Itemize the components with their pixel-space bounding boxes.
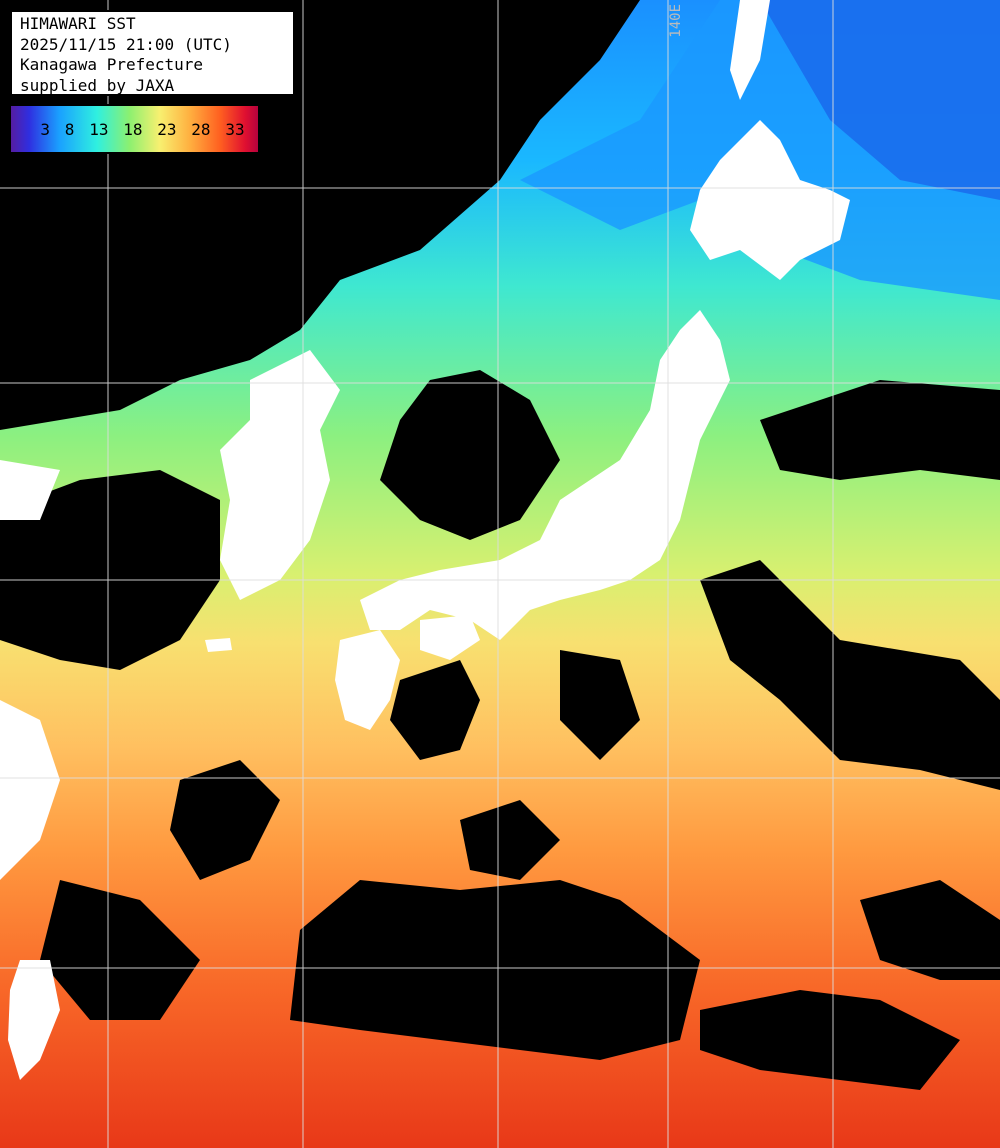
colorbar-tick: 33	[225, 119, 245, 139]
region-label: Kanagawa Prefecture	[20, 55, 204, 74]
shikoku	[420, 615, 480, 660]
longitude-label: 140E	[668, 4, 684, 38]
china-coast-south	[0, 700, 60, 880]
korea	[220, 350, 340, 600]
kyushu	[335, 630, 400, 730]
colorbar-tick: 8	[64, 119, 75, 139]
colorbar-tick: 18	[123, 119, 143, 139]
coldest-water-region	[760, 0, 1000, 200]
colorbar-tick: 13	[89, 119, 109, 139]
colorbar-gradient	[9, 104, 260, 154]
source-credit: supplied by JAXA	[20, 75, 175, 95]
hokkaido	[690, 120, 850, 280]
cloud-mask	[0, 0, 1000, 1090]
sakhalin	[730, 0, 770, 100]
honshu	[360, 310, 730, 640]
china-coast	[0, 460, 60, 520]
colorbar-tick: 3	[40, 119, 51, 139]
landmass	[0, 0, 850, 1080]
map-info-box: HIMAWARI SST 2025/11/15 21:00 (UTC) Kana…	[10, 10, 295, 96]
timestamp: 2025/11/15 21:00 (UTC)	[20, 34, 232, 54]
colorbar-legend: 3 8 13 18 23 28 33	[9, 104, 260, 154]
jeju	[205, 638, 232, 652]
colorbar-tick: 28	[191, 119, 211, 139]
colorbar-tick: 23	[157, 119, 177, 139]
taiwan	[8, 960, 60, 1080]
product-title: HIMAWARI SST	[20, 14, 136, 33]
